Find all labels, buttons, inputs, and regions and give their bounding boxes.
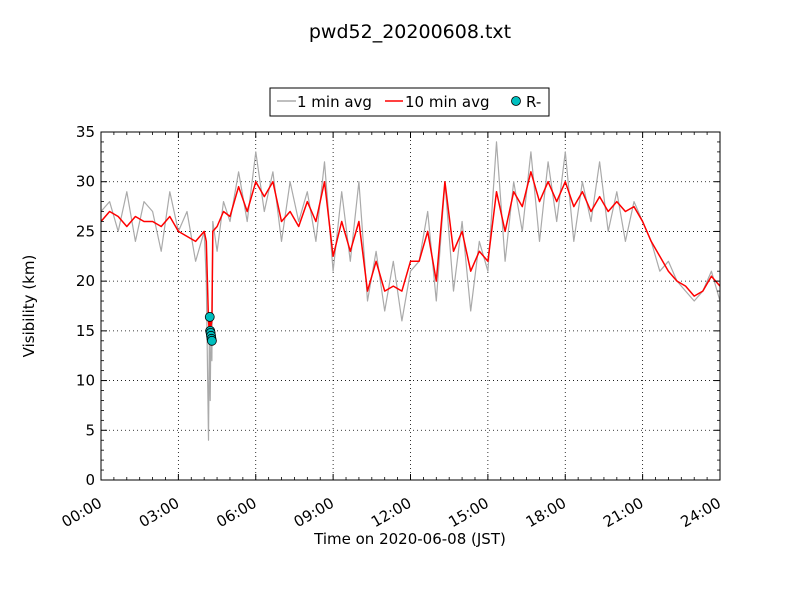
legend-marker-rain bbox=[511, 96, 521, 106]
legend: 1 min avg 10 min avg R- bbox=[269, 87, 550, 117]
y-axis-title: Visibility (km) bbox=[20, 255, 38, 358]
series-layer bbox=[100, 141, 721, 441]
y-tick-label: 30 bbox=[76, 173, 95, 191]
legend-frame bbox=[269, 87, 550, 117]
legend-label-1min: 1 min avg bbox=[297, 93, 372, 111]
series-line-1-min-avg bbox=[100, 141, 721, 441]
series-point-r bbox=[207, 335, 217, 346]
legend-label-rain: R- bbox=[526, 93, 541, 111]
plot-background bbox=[101, 132, 720, 480]
series-line-10-min-avg bbox=[100, 171, 721, 332]
y-tick-label: 25 bbox=[76, 222, 95, 240]
legend-label-10min: 10 min avg bbox=[405, 93, 490, 111]
axis-ticks bbox=[100, 131, 721, 481]
series-point-r bbox=[204, 312, 215, 322]
x-axis-title: Time on 2020-06-08 (JST) bbox=[313, 530, 506, 548]
plot-area bbox=[100, 131, 721, 481]
y-tick-labels: 0 5 10 15 20 25 30 35 bbox=[76, 123, 95, 489]
y-tick-label: 10 bbox=[76, 372, 95, 390]
y-tick-label: 0 bbox=[85, 471, 95, 489]
chart-title: pwd52_20200608.txt bbox=[309, 21, 511, 43]
y-tick-label: 5 bbox=[85, 421, 95, 439]
y-tick-label: 15 bbox=[76, 322, 95, 340]
y-tick-label: 35 bbox=[76, 123, 95, 141]
y-tick-label: 20 bbox=[76, 272, 95, 290]
